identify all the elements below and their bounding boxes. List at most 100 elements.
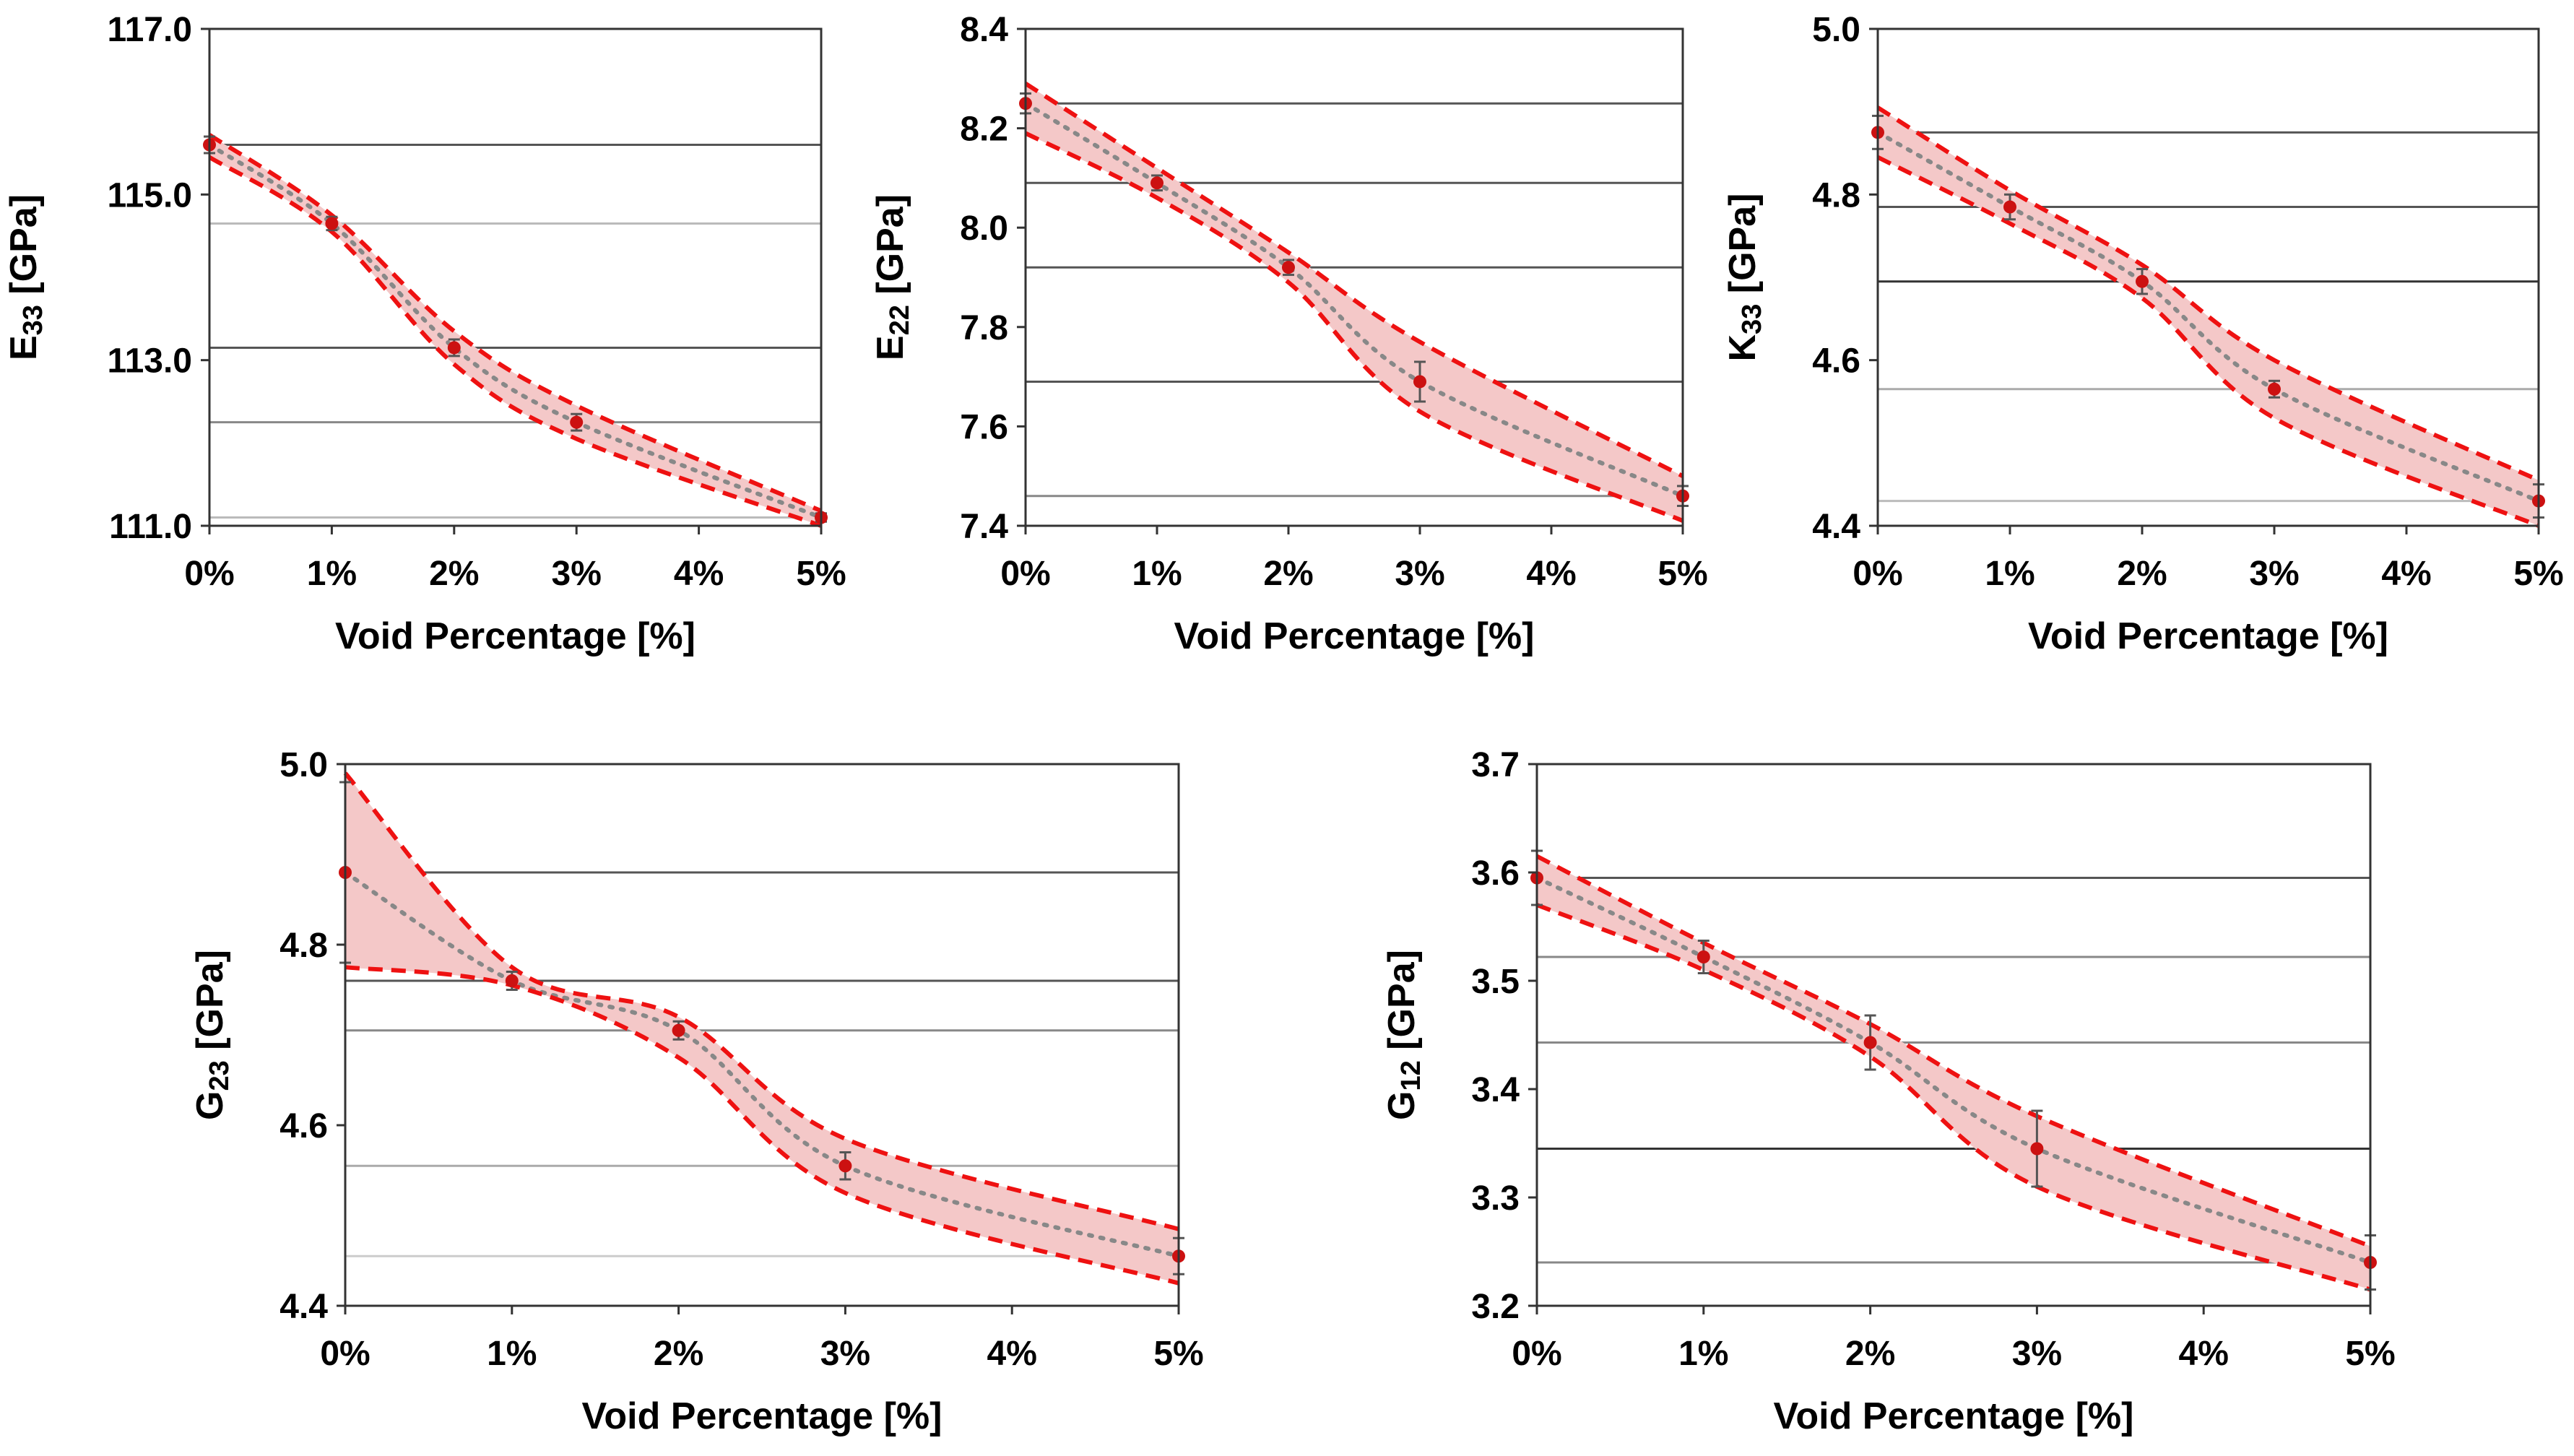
series-upper-bound (1024, 82, 1684, 478)
y-tick-label: 5.0 (280, 746, 328, 784)
series-lower-bound (344, 965, 1179, 1286)
y-tick-label: 4.6 (280, 1107, 328, 1145)
series-upper-bound (208, 133, 823, 514)
x-tick-label: 3% (2249, 555, 2299, 593)
x-tick-label: 5% (1658, 555, 1707, 593)
y-tick-label: 8.4 (960, 11, 1008, 49)
series-lower-bound (1876, 155, 2540, 528)
data-point (838, 1159, 852, 1173)
x-tick-label: 1% (487, 1335, 537, 1373)
x-tick-label: 2% (654, 1335, 703, 1373)
y-tick-label: 3.6 (1471, 854, 1520, 893)
y-tick-label: 7.4 (960, 508, 1008, 546)
plot-frame (208, 27, 823, 527)
data-point (2268, 382, 2281, 396)
confidence-band (1878, 107, 2539, 526)
y-axis-title: E22 [GPa] (870, 194, 915, 360)
series-mean-line (207, 142, 823, 520)
plot-frame (1876, 27, 2540, 527)
confidence-band (345, 773, 1179, 1283)
x-tick-label: 4% (674, 555, 724, 593)
y-tick-label: 7.6 (960, 408, 1008, 446)
plot-frame (1024, 27, 1684, 527)
data-point (505, 974, 519, 987)
x-tick-label: 1% (1678, 1335, 1728, 1373)
data-point (1863, 1036, 1877, 1049)
x-tick-label: 5% (796, 555, 846, 593)
x-tick-label: 3% (552, 555, 602, 593)
chart-panel-K33: 4.4 4.6 4.8 5.0 0% 1% 2% 3% 4% 5% Void Percentage … (1722, 11, 2564, 657)
y-tick-label: 111.0 (109, 508, 192, 546)
x-tick-label: 0% (1512, 1335, 1561, 1373)
y-tick-label: 3.4 (1471, 1071, 1520, 1109)
x-tick-label: 0% (320, 1335, 370, 1373)
y-tick-label: 7.8 (960, 309, 1008, 347)
series-mean-line (343, 870, 1181, 1259)
chart-panel-G12: 3.2 3.3 3.4 3.5 3.6 3.7 0% 1% 2% 3% 4% 5% Void Perce… (1381, 746, 2396, 1437)
x-axis-title: Void Percentage [%] (335, 615, 696, 657)
y-tick-label: 8.0 (960, 209, 1008, 248)
y-axis-title: G12 [GPa] (1381, 950, 1426, 1120)
data-point (570, 415, 584, 429)
series-lower-bound (1535, 903, 2371, 1292)
data-point (672, 1023, 685, 1037)
y-axis-title: E33 [GPa] (3, 194, 48, 360)
plot-area (209, 29, 821, 526)
data-point (447, 341, 461, 355)
x-tick-label: 2% (1845, 1335, 1895, 1373)
y-tick-label: 3.2 (1471, 1288, 1520, 1326)
y-tick-label: 3.3 (1471, 1179, 1520, 1218)
x-tick-label: 2% (2117, 555, 2167, 593)
y-axis-title: G23 [GPa] (189, 950, 235, 1120)
plot-frame (344, 763, 1180, 1307)
x-tick-label: 3% (1395, 555, 1444, 593)
series-mean-line (1023, 101, 1685, 498)
y-tick-label: 4.6 (1812, 342, 1860, 381)
x-tick-label: 4% (1526, 555, 1576, 593)
series-mean-line (1535, 875, 2372, 1265)
series-upper-bound (343, 771, 1179, 1231)
series-upper-bound (1876, 105, 2540, 482)
x-tick-label: 0% (1000, 555, 1050, 593)
y-tick-label: 4.4 (1812, 508, 1860, 546)
series-mean-line (1876, 130, 2541, 503)
x-tick-label: 1% (1132, 555, 1182, 593)
data-point (2030, 1142, 2044, 1156)
x-tick-label: 4% (2179, 1335, 2229, 1373)
data-point (1696, 950, 1710, 963)
y-tick-label: 4.8 (1812, 176, 1860, 214)
x-axis-title: Void Percentage [%] (582, 1395, 942, 1437)
x-tick-label: 2% (1263, 555, 1313, 593)
y-tick-label: 115.0 (108, 176, 192, 214)
y-tick-label: 3.7 (1471, 746, 1520, 784)
chart-panel-E22: 7.4 7.6 7.8 8.0 8.2 8.4 0% 1% 2% 3% 4% 5% Void Perce… (870, 11, 1708, 657)
x-tick-label: 5% (2513, 555, 2563, 593)
x-tick-label: 4% (2381, 555, 2431, 593)
data-point (2003, 200, 2016, 214)
y-tick-label: 3.5 (1471, 963, 1520, 1001)
data-point (1282, 261, 1295, 274)
series-upper-bound (1535, 854, 2372, 1249)
x-tick-label: 1% (307, 555, 357, 593)
x-tick-label: 3% (2012, 1335, 2062, 1373)
data-point (1150, 176, 1164, 190)
x-axis-title: Void Percentage [%] (1774, 1395, 2134, 1437)
y-tick-label: 4.8 (280, 927, 328, 965)
x-tick-label: 2% (429, 555, 479, 593)
x-axis-title: Void Percentage [%] (1174, 615, 1535, 657)
chart-panel-E33: 111.0 113.0 115.0 117.0 0% 1% 2% 3% 4% 5% Void Per… (3, 11, 846, 657)
data-point (325, 217, 339, 230)
x-tick-label: 5% (2345, 1335, 2395, 1373)
y-tick-label: 8.2 (960, 110, 1008, 149)
x-tick-label: 5% (1153, 1335, 1203, 1373)
y-tick-label: 5.0 (1812, 11, 1860, 49)
x-tick-label: 1% (1985, 555, 2034, 593)
y-tick-label: 117.0 (108, 11, 192, 49)
x-axis-title: Void Percentage [%] (2028, 615, 2388, 657)
y-axis-title: K33 [GPa] (1722, 194, 1767, 362)
data-point (2136, 274, 2149, 288)
x-tick-label: 3% (820, 1335, 870, 1373)
data-point (1413, 375, 1426, 389)
x-tick-label: 0% (184, 555, 234, 593)
